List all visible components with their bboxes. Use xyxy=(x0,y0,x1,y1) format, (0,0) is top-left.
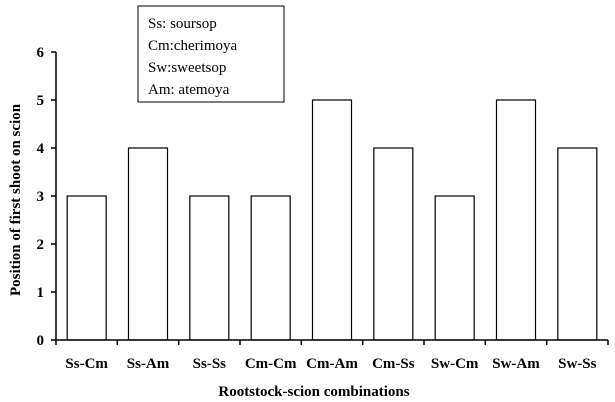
legend-entry-sweetsop: Sw:sweetsop xyxy=(148,60,226,76)
bar-ss-cm xyxy=(66,195,107,341)
y-tick-label: 6 xyxy=(37,45,45,61)
legend-entry-cherimoya: Cm:cherimoya xyxy=(148,38,237,54)
y-axis: 0 1 2 3 4 5 6 xyxy=(37,45,57,349)
x-tick-label-cm-am: Cm-Am xyxy=(306,356,358,372)
x-axis: Ss-Cm Ss-Am Ss-Ss Cm-Cm Cm-Am Cm-Ss Sw-Cm Sw-Am… xyxy=(55,339,609,372)
x-tick-label-cm-ss: Cm-Ss xyxy=(372,356,415,372)
x-axis-title: Rootstock-scion combinations xyxy=(218,384,409,400)
bar-sw-am xyxy=(495,99,537,341)
x-tick-label-sw-am: Sw-Am xyxy=(492,356,540,372)
legend-entry-soursop: Ss: soursop xyxy=(148,16,217,32)
y-tick-label: 3 xyxy=(37,189,45,205)
bar-sw-ss xyxy=(557,147,598,341)
bar-cm-cm xyxy=(250,195,291,341)
y-tick-label: 4 xyxy=(37,141,45,157)
y-tick-label: 5 xyxy=(37,93,45,109)
legend-box xyxy=(137,5,285,103)
bar-ss-ss xyxy=(189,195,230,341)
y-tick-label: 1 xyxy=(37,285,45,301)
x-tick-label-sw-cm: Sw-Cm xyxy=(431,356,479,372)
bar-ss-am xyxy=(127,147,169,341)
x-tick-label-sw-ss: Sw-Ss xyxy=(558,356,597,372)
legend-entry-atemoya: Am: atemoya xyxy=(148,82,230,98)
y-axis-title: Position of first shoot on scion xyxy=(8,103,24,296)
legend: Ss: soursop Cm:cherimoya Sw:sweetsop Am:… xyxy=(137,5,285,103)
bar-cm-am xyxy=(311,99,353,341)
x-tick-label-ss-am: Ss-Am xyxy=(127,356,170,372)
x-tick-label-cm-cm: Cm-Cm xyxy=(245,356,297,372)
y-tick-label: 2 xyxy=(37,237,45,253)
bar-sw-cm xyxy=(434,195,475,341)
bars-group xyxy=(66,99,598,341)
x-tick-label-ss-cm: Ss-Cm xyxy=(65,356,108,372)
x-tick-label-ss-ss: Ss-Ss xyxy=(193,356,227,372)
y-tick-label: 0 xyxy=(37,333,45,349)
bar-cm-ss xyxy=(373,147,414,341)
